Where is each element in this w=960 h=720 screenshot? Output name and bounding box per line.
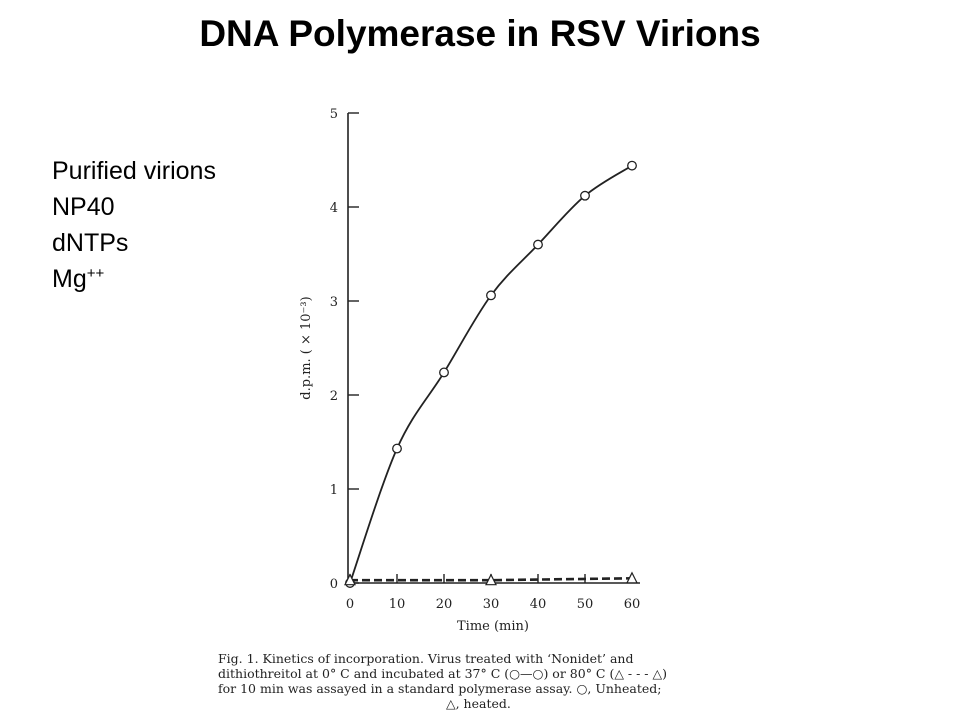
mg-superscript: ++ [86,265,105,282]
heated-point-marker [626,571,638,584]
caption-line: △, heated. [446,696,511,711]
caption-line: Fig. 1. Kinetics of incorporation. Virus… [218,651,634,666]
heated-point-marker [344,573,356,586]
heated-series-line [350,577,633,582]
caption-line: dithiothreitol at 0° C and incubated at … [218,666,667,681]
condition-item-mg: Mg++ [52,261,216,297]
y-tick-label: 2 [330,389,338,404]
y-tick-label: 3 [330,295,338,310]
figure-caption: Fig. 1. Kinetics of incorporation. Virus… [218,651,758,711]
x-tick-label: 60 [624,597,641,612]
y-tick-label: 0 [330,577,338,592]
x-tick-label: 20 [436,597,453,612]
unheated-point-marker [627,160,637,171]
x-tick-label: 50 [577,597,594,612]
unheated-point-marker [392,443,402,454]
caption-line: for 10 min was assayed in a standard pol… [218,681,662,696]
conditions-list: Purified virions NP40 dNTPs Mg++ [52,153,216,297]
y-tick-label: 4 [330,201,338,216]
x-tick-label: 40 [530,597,547,612]
heated-point-marker [485,573,497,586]
condition-item: NP40 [52,193,115,221]
unheated-series-line [349,164,633,584]
y-axis-title: d.p.m. ( × 10⁻³) [299,296,314,399]
series-markers [344,160,638,588]
series-lines [349,164,633,584]
unheated-point-marker [486,290,496,301]
x-axis-title: Time (min) [457,619,529,634]
x-tick-label: 10 [389,597,406,612]
slide-title: DNA Polymerase in RSV Virions [199,13,761,54]
unheated-point-marker [439,367,449,378]
unheated-point-marker [533,239,543,250]
y-tick-label: 1 [330,483,338,498]
y-tick-label: 5 [330,107,338,122]
x-tick-label: 30 [483,597,500,612]
condition-item: dNTPs [52,229,129,257]
x-tick-label: 0 [346,597,354,612]
unheated-point-marker [580,190,590,201]
condition-item: Purified virions [52,157,216,185]
mg-base: Mg [52,265,87,293]
